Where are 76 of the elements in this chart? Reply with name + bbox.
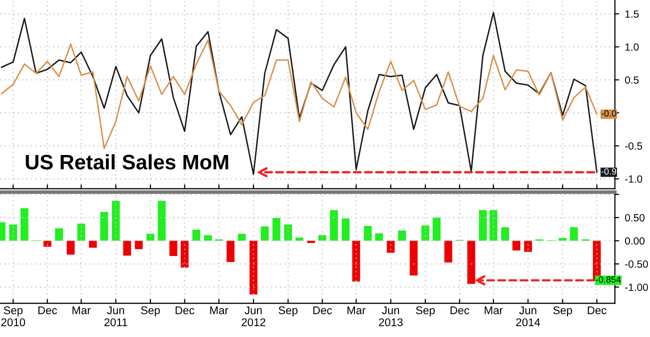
y-tick-label: 0.5 bbox=[625, 76, 639, 84]
y-tick-label: -1.0 bbox=[625, 175, 642, 183]
bar bbox=[77, 224, 86, 241]
bar bbox=[432, 218, 441, 241]
bar bbox=[421, 225, 430, 241]
bar bbox=[260, 226, 269, 241]
x-tick-label: Dec bbox=[313, 306, 332, 314]
bar bbox=[398, 230, 406, 241]
x-tick-label: Mar bbox=[72, 306, 91, 314]
bar bbox=[55, 228, 63, 241]
x-tick-label: Dec bbox=[588, 306, 606, 314]
x-tick-label: Mar bbox=[484, 306, 503, 314]
bar bbox=[467, 240, 476, 284]
data-label: -0.9 bbox=[601, 168, 616, 175]
y-tick-label: 1.5 bbox=[625, 10, 639, 18]
bar bbox=[250, 240, 258, 294]
bar bbox=[204, 235, 212, 241]
bar bbox=[375, 233, 384, 241]
bar bbox=[307, 240, 315, 244]
x-tick-label: Dec bbox=[450, 306, 470, 314]
bar bbox=[444, 240, 452, 263]
y-tick-label: -0.5 bbox=[625, 142, 642, 150]
x-tick-label: Dec bbox=[38, 306, 57, 314]
x-tick-label: Sep bbox=[553, 306, 572, 316]
line-series bbox=[0, 12, 598, 175]
bar bbox=[284, 224, 292, 241]
bar bbox=[158, 200, 166, 241]
bar bbox=[180, 240, 189, 268]
bar bbox=[123, 240, 132, 256]
bar bbox=[192, 230, 200, 241]
bar bbox=[501, 227, 510, 241]
bar bbox=[146, 234, 154, 241]
bar bbox=[134, 240, 143, 250]
bar bbox=[272, 218, 280, 241]
bar bbox=[112, 200, 120, 241]
y-tick-label: 0.00 bbox=[625, 237, 644, 245]
bar bbox=[20, 208, 28, 241]
y-tick-label: -0.50 bbox=[625, 260, 648, 268]
bar bbox=[489, 210, 498, 241]
bar bbox=[478, 210, 487, 241]
x-tick-label: Dec bbox=[176, 306, 194, 314]
x-tick-label: Mar bbox=[210, 306, 228, 314]
bar bbox=[88, 240, 97, 248]
bar bbox=[318, 235, 326, 241]
bar bbox=[9, 224, 18, 241]
bar bbox=[66, 240, 75, 255]
y-tick-label: 0.50 bbox=[625, 214, 644, 222]
x-tick-label: Jun 2011 bbox=[104, 306, 128, 326]
bar bbox=[330, 210, 338, 241]
x-tick-label: Mar bbox=[348, 306, 366, 314]
data-label: -0.854 bbox=[596, 276, 621, 283]
bar bbox=[342, 218, 350, 241]
bar bbox=[169, 240, 178, 256]
bar bbox=[43, 240, 52, 247]
annotation: US Retail Sales MoM bbox=[26, 154, 228, 170]
x-tick-label: Sep bbox=[141, 306, 160, 316]
x-tick-label: Jun 2012 bbox=[242, 306, 266, 326]
bar bbox=[410, 240, 418, 276]
data-label: -0.0 bbox=[601, 110, 616, 117]
x-tick-label: Sep bbox=[278, 306, 298, 316]
bar bbox=[524, 240, 532, 252]
bar bbox=[226, 240, 234, 262]
bar bbox=[100, 212, 108, 241]
y-tick-label: -1.00 bbox=[625, 284, 648, 291]
bar bbox=[570, 227, 578, 241]
line-series bbox=[0, 40, 598, 150]
x-tick-label: Jun 2014 bbox=[516, 306, 540, 326]
x-tick-label: Sep bbox=[416, 306, 435, 316]
bar bbox=[386, 240, 395, 253]
bar bbox=[352, 240, 360, 282]
y-tick-label: 1.0 bbox=[625, 43, 639, 51]
x-tick-label: Sep 2010 bbox=[1, 306, 26, 326]
bar bbox=[238, 234, 246, 241]
bar bbox=[364, 226, 372, 241]
x-tick-label: Jun 2013 bbox=[378, 306, 403, 326]
bar bbox=[512, 240, 520, 250]
